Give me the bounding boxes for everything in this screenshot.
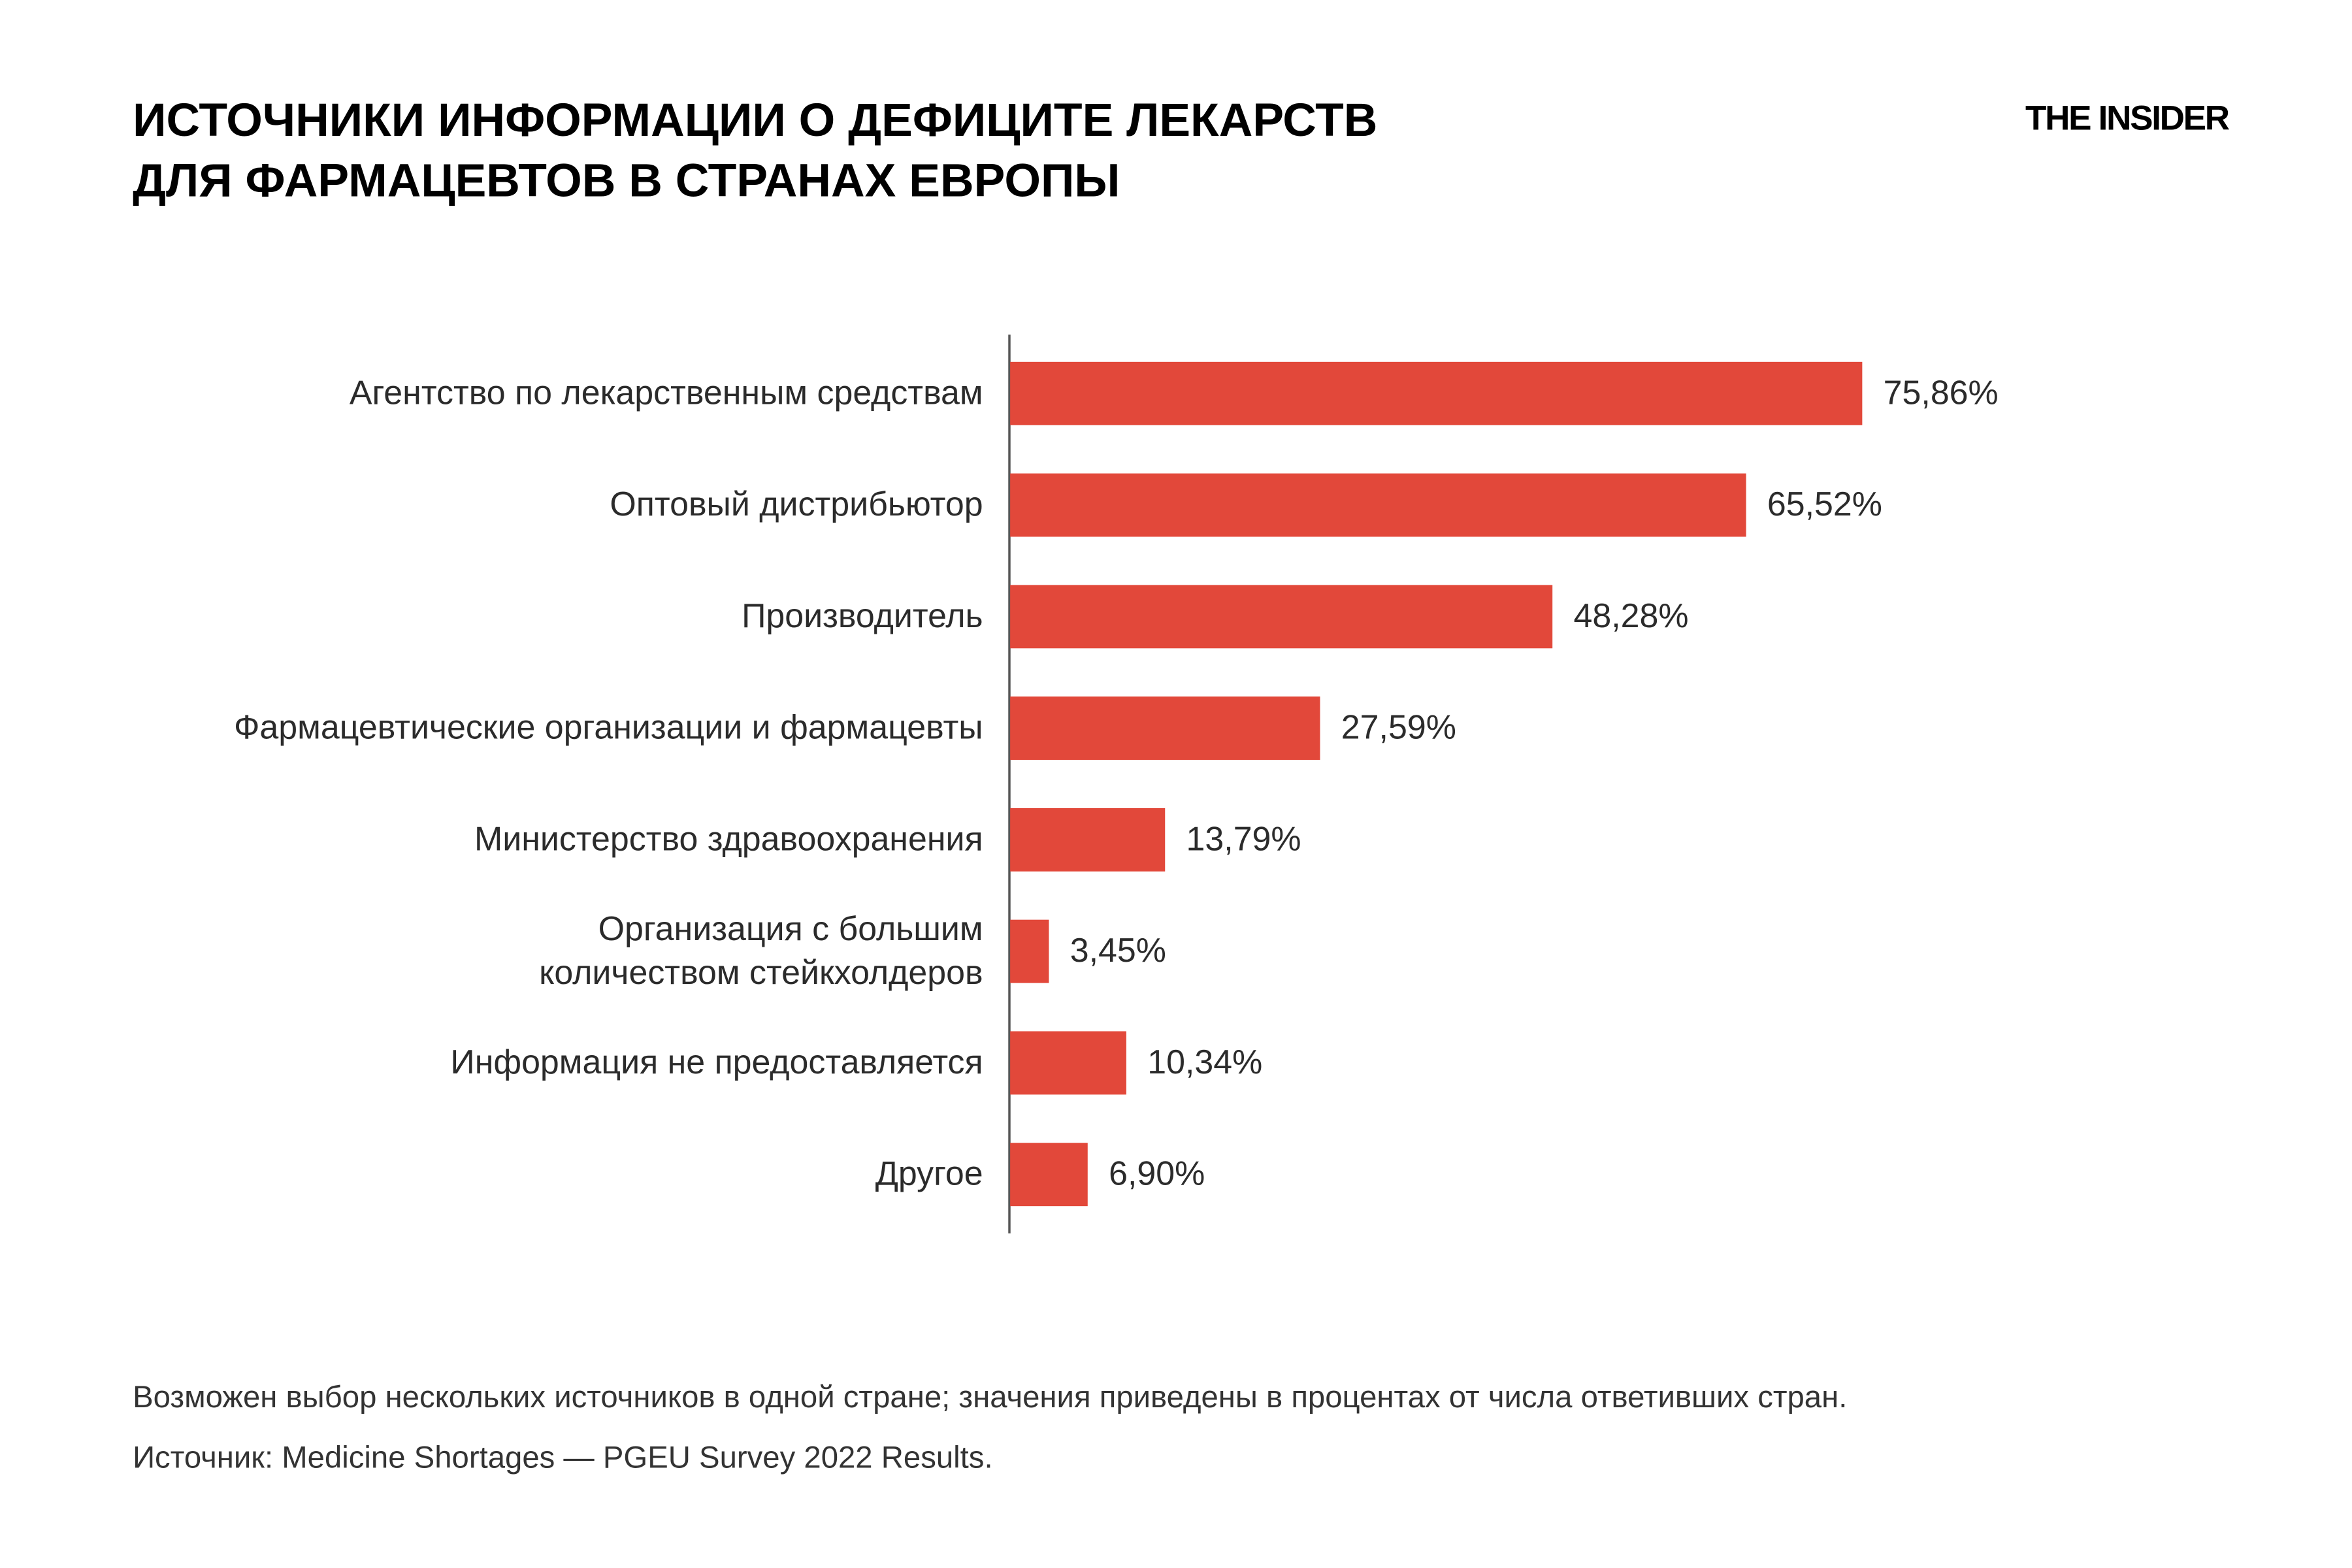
footnote: Возможен выбор нескольких источников в о… [133, 1380, 1847, 1414]
chart-title: ИСТОЧНИКИ ИНФОРМАЦИИ О ДЕФИЦИТЕ ЛЕКАРСТВ… [133, 94, 1377, 206]
bar [1010, 361, 1863, 425]
bar [1010, 919, 1049, 983]
category-label: Информация не предоставляется [450, 1043, 983, 1081]
value-label: 3,45% [1070, 932, 1166, 970]
value-label: 65,52% [1767, 485, 1882, 523]
category-label: Министерство здравоохранения [474, 820, 983, 858]
bar [1010, 585, 1553, 649]
value-label: 27,59% [1341, 709, 1456, 747]
bar [1010, 696, 1320, 760]
value-label: 10,34% [1147, 1043, 1262, 1081]
value-label: 48,28% [1574, 597, 1689, 635]
category-label: Другое [875, 1155, 983, 1193]
category-label: Фармацевтические организации и фармацевт… [234, 709, 983, 747]
category-label: Оптовый дистрибьютор [610, 485, 983, 523]
category-label: Организация с большим количеством стейкхо… [539, 910, 983, 992]
bar [1010, 808, 1166, 872]
source: Источник: Medicine Shortages — PGEU Surv… [133, 1440, 993, 1475]
bar [1010, 1143, 1088, 1207]
value-label: 13,79% [1186, 820, 1301, 858]
brand-logo: THE INSIDER [2025, 99, 2230, 138]
category-label: Агентство по лекарственным средствам [350, 374, 983, 412]
bar [1010, 1031, 1126, 1095]
value-label: 6,90% [1109, 1155, 1205, 1193]
category-label: Производитель [742, 597, 983, 635]
value-label: 75,86% [1884, 374, 1999, 412]
bar [1010, 473, 1746, 537]
